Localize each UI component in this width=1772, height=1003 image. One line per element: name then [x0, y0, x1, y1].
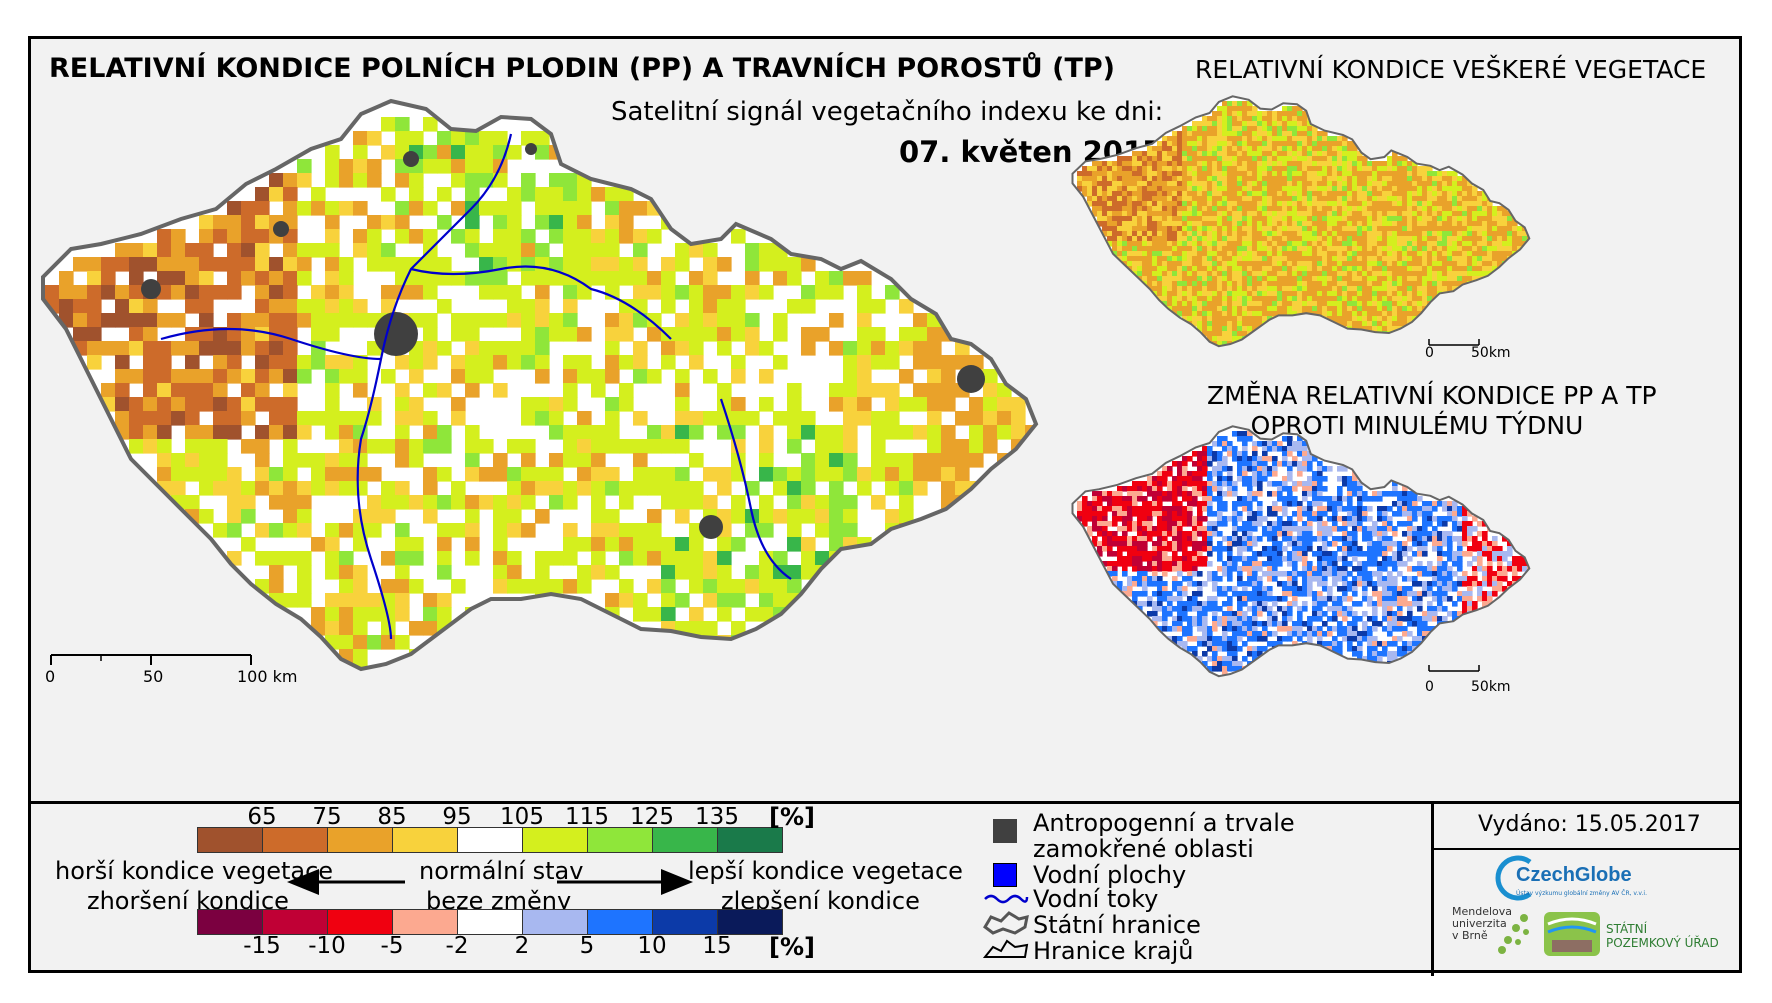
change-legend-swatch [262, 909, 328, 935]
change-legend-tick: 15 [687, 933, 747, 959]
czechglobe-logo-subtext: Ústav výzkumu globální změny AV ČR, v.v.… [1516, 890, 1647, 897]
all-vegetation-map [1067, 89, 1567, 369]
condition-legend-swatch [327, 827, 393, 853]
small-scale-bottom-0: 0 [1425, 679, 1434, 695]
right-arrow-icon [555, 867, 695, 897]
map-frame: RELATIVNÍ KONDICE POLNÍCH PLODIN (PP) A … [28, 36, 1742, 973]
anthropogenic-swatch [993, 819, 1017, 843]
small-scale-bottom-50: 50km [1471, 679, 1511, 695]
change-legend-swatch [392, 909, 458, 935]
change-legend-unit: [%] [769, 933, 815, 961]
small-scale-top-50: 50km [1471, 345, 1511, 361]
mendel-logo-dots-icon [1494, 912, 1534, 956]
change-legend-swatch [197, 909, 263, 935]
urban-area [374, 312, 418, 356]
better-condition-label: lepší kondice vegetace [688, 857, 963, 885]
condition-legend-swatch [457, 827, 523, 853]
change-legend-tick: 2 [492, 933, 552, 959]
map-raster [1073, 96, 1533, 346]
condition-legend-swatch [392, 827, 458, 853]
region-border-icon [981, 935, 1031, 963]
change-legend-tick: -15 [232, 933, 292, 959]
state-border-label: Státní hranice [1033, 911, 1201, 939]
state-border-icon [981, 909, 1031, 937]
condition-legend-swatch [587, 827, 653, 853]
urban-area [957, 365, 985, 393]
condition-legend-swatch [197, 827, 263, 853]
change-legend-tick: -2 [427, 933, 487, 959]
change-legend-tick: -10 [297, 933, 357, 959]
urban-area [273, 221, 289, 237]
spu-logo-icon [1544, 912, 1600, 956]
urban-area [525, 143, 537, 155]
condition-legend-swatch [522, 827, 588, 853]
change-legend-swatch [522, 909, 588, 935]
rivers-label: Vodní toky [1033, 885, 1158, 913]
weekly-change-map [1067, 419, 1567, 699]
spu-line-2: POZEMKOVÝ ÚŘAD [1606, 936, 1719, 950]
spu-logo-text: STÁTNÍ POZEMKOVÝ ÚŘAD [1606, 922, 1719, 950]
region-border-label: Hranice krajů [1033, 937, 1193, 965]
small-scale-top-0: 0 [1425, 345, 1434, 361]
urban-area [141, 279, 161, 299]
scale-label-0: 0 [45, 667, 55, 686]
urban-area [403, 151, 419, 167]
anthropogenic-label-2: zamokřené oblasti [1033, 835, 1254, 863]
anthropogenic-label-1: Antropogenní a trvale [1033, 809, 1295, 837]
change-legend-tick: 5 [557, 933, 617, 959]
change-legend-swatch [717, 909, 783, 935]
czechglobe-logo-text: CzechGlobe [1516, 864, 1632, 887]
issued-date: Vydáno: 15.05.2017 [1478, 812, 1701, 837]
change-legend-tick: 10 [622, 933, 682, 959]
map-raster [43, 101, 1040, 678]
small-scale-bar-bottom [1427, 661, 1487, 681]
change-legend-swatch [457, 909, 523, 935]
spu-line-1: STÁTNÍ [1606, 922, 1719, 936]
water-bodies-swatch [993, 863, 1017, 887]
map-raster [1073, 426, 1533, 676]
scale-label-50: 50 [143, 667, 163, 686]
change-legend-swatch [587, 909, 653, 935]
condition-legend-swatch [652, 827, 718, 853]
urban-area [699, 515, 723, 539]
issued-box: Vydáno: 15.05.2017 CzechGlobe Ústav výzk… [1431, 804, 1739, 976]
change-legend-swatch [327, 909, 393, 935]
change-legend-swatch [652, 909, 718, 935]
map-panel: RELATIVNÍ KONDICE POLNÍCH PLODIN (PP) A … [31, 39, 1739, 801]
rivers-line-icon [983, 891, 1027, 907]
issued-divider [1434, 848, 1742, 850]
left-arrow-icon [287, 867, 407, 897]
change-legend-tick: -5 [362, 933, 422, 959]
condition-legend-swatch [262, 827, 328, 853]
condition-legend-unit: [%] [769, 803, 815, 831]
scale-label-100: 100 km [237, 667, 297, 686]
